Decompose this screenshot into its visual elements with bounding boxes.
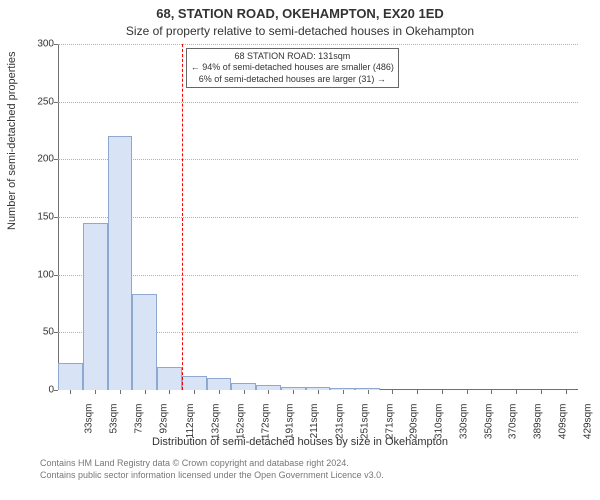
gridline xyxy=(58,159,578,160)
gridline xyxy=(58,217,578,218)
histogram-bar xyxy=(132,294,157,390)
x-tick-mark xyxy=(219,390,220,394)
x-tick-mark xyxy=(417,390,418,394)
x-tick-label: 251sqm xyxy=(359,404,370,440)
y-tick-mark xyxy=(54,332,58,333)
x-tick-mark xyxy=(70,390,71,394)
footer-line1: Contains HM Land Registry data © Crown c… xyxy=(40,458,384,470)
y-tick-label: 0 xyxy=(24,385,54,396)
x-tick-label: 310sqm xyxy=(433,404,444,440)
x-tick-label: 231sqm xyxy=(334,404,345,440)
x-tick-mark xyxy=(467,390,468,394)
x-tick-mark xyxy=(145,390,146,394)
y-tick-mark xyxy=(54,44,58,45)
x-tick-label: 73sqm xyxy=(133,404,144,434)
x-tick-mark xyxy=(516,390,517,394)
y-tick-mark xyxy=(54,390,58,391)
x-tick-mark xyxy=(194,390,195,394)
footer-line2: Contains public sector information licen… xyxy=(40,470,384,482)
x-tick-label: 191sqm xyxy=(285,404,296,440)
annotation-line2: ← 94% of semi-detached houses are smalle… xyxy=(191,62,394,73)
y-tick-mark xyxy=(54,102,58,103)
gridline xyxy=(58,275,578,276)
y-axis-label: Number of semi-detached properties xyxy=(6,51,18,230)
gridline xyxy=(58,102,578,103)
annotation-box: 68 STATION ROAD: 131sqm← 94% of semi-det… xyxy=(186,48,399,88)
y-tick-label: 50 xyxy=(24,327,54,338)
x-tick-label: 211sqm xyxy=(309,404,320,439)
x-tick-mark xyxy=(442,390,443,394)
x-tick-label: 370sqm xyxy=(508,404,519,440)
x-tick-label: 132sqm xyxy=(210,404,221,440)
x-tick-mark xyxy=(293,390,294,394)
plot-area: 05010015020025030033sqm53sqm73sqm92sqm11… xyxy=(58,44,578,390)
x-tick-label: 350sqm xyxy=(483,404,494,440)
x-tick-mark xyxy=(392,390,393,394)
x-axis-label: Distribution of semi-detached houses by … xyxy=(0,436,600,448)
x-tick-label: 389sqm xyxy=(532,404,543,440)
chart-subtitle: Size of property relative to semi-detach… xyxy=(0,24,600,38)
x-tick-label: 172sqm xyxy=(260,404,271,440)
x-tick-mark xyxy=(368,390,369,394)
x-tick-label: 409sqm xyxy=(557,404,568,440)
figure: { "title_line1": "68, STATION ROAD, OKEH… xyxy=(0,0,600,500)
x-tick-label: 290sqm xyxy=(409,404,420,440)
x-tick-label: 112sqm xyxy=(185,404,196,439)
x-tick-mark xyxy=(541,390,542,394)
chart-title-address: 68, STATION ROAD, OKEHAMPTON, EX20 1ED xyxy=(0,6,600,21)
x-tick-mark xyxy=(318,390,319,394)
histogram-bar xyxy=(207,378,232,390)
x-tick-label: 429sqm xyxy=(582,404,593,440)
gridline xyxy=(58,44,578,45)
x-tick-mark xyxy=(120,390,121,394)
attribution-footer: Contains HM Land Registry data © Crown c… xyxy=(40,458,384,481)
y-tick-label: 300 xyxy=(24,39,54,50)
histogram-bar xyxy=(182,376,207,390)
histogram-bar xyxy=(157,367,182,390)
annotation-line1: 68 STATION ROAD: 131sqm xyxy=(191,51,394,62)
x-tick-label: 53sqm xyxy=(109,404,120,434)
x-tick-label: 92sqm xyxy=(158,404,169,434)
y-tick-mark xyxy=(54,275,58,276)
y-tick-label: 150 xyxy=(24,212,54,223)
x-tick-mark xyxy=(244,390,245,394)
histogram-bar xyxy=(58,363,83,390)
x-tick-mark xyxy=(95,390,96,394)
y-tick-label: 100 xyxy=(24,269,54,280)
y-tick-label: 200 xyxy=(24,154,54,165)
y-tick-label: 250 xyxy=(24,96,54,107)
histogram-bar xyxy=(108,136,133,390)
y-tick-mark xyxy=(54,159,58,160)
annotation-line3: 6% of semi-detached houses are larger (3… xyxy=(191,74,394,85)
x-tick-mark xyxy=(169,390,170,394)
histogram-bar xyxy=(83,223,108,390)
x-tick-label: 271sqm xyxy=(384,404,395,440)
x-tick-mark xyxy=(491,390,492,394)
x-tick-mark xyxy=(566,390,567,394)
x-tick-label: 33sqm xyxy=(84,404,95,434)
reference-line xyxy=(182,44,183,390)
histogram-bar xyxy=(231,383,256,390)
x-tick-label: 152sqm xyxy=(235,404,246,440)
x-tick-mark xyxy=(343,390,344,394)
y-tick-mark xyxy=(54,217,58,218)
x-tick-label: 330sqm xyxy=(458,404,469,440)
x-tick-mark xyxy=(268,390,269,394)
